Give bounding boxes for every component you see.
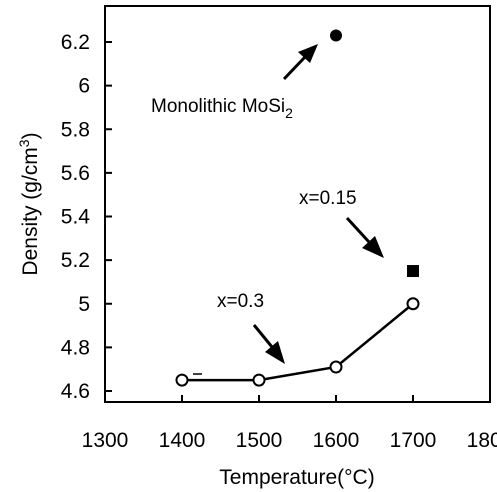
arrow-monolithic-head xyxy=(298,44,318,63)
data-point-open-circle xyxy=(175,373,189,387)
x-tick-label: 1500 xyxy=(236,429,283,452)
y-tick-label: 5.2 xyxy=(61,249,90,272)
data-point-open-circle xyxy=(406,297,420,311)
y-tick-label: 4.8 xyxy=(61,336,90,359)
arrow-x015-head xyxy=(362,236,384,258)
x-tick-label: 1800 xyxy=(467,429,497,452)
y-axis-title: Density (g/cm3) xyxy=(16,132,42,275)
x-tick-label: 1400 xyxy=(159,429,206,452)
series-markers xyxy=(175,29,420,387)
annotation-monolithic: Monolithic MoSi2 xyxy=(151,96,293,121)
plot-frame xyxy=(104,5,491,403)
x-tick-label: 1300 xyxy=(82,429,129,452)
annotation-x015: x=0.15 xyxy=(299,188,357,209)
y-tick-label: 4.6 xyxy=(61,380,90,403)
y-tick-label: 5 xyxy=(78,293,90,316)
data-point-open-circle xyxy=(252,373,266,387)
y-tick-label: 5.8 xyxy=(61,118,90,141)
y-tick-label: 5.4 xyxy=(61,206,91,229)
x-tick-label: 1700 xyxy=(390,429,437,452)
annotation-x03: x=0.3 xyxy=(217,291,264,312)
x-axis-title: Temperature(°C) xyxy=(219,466,374,489)
series-line xyxy=(182,302,414,382)
data-point-filled-square xyxy=(407,265,419,278)
y-tick-label: 6 xyxy=(78,75,90,98)
data-point-filled-circle xyxy=(330,29,342,42)
annotation-arrows xyxy=(193,44,384,375)
arrow-x015-shaft xyxy=(345,216,371,244)
series-lines xyxy=(182,302,414,382)
axis-ticks xyxy=(104,41,491,402)
y-tick-label: 5.6 xyxy=(61,162,90,185)
x-tick-label: 1600 xyxy=(313,429,360,452)
y-tick-label: 6.2 xyxy=(61,31,90,54)
data-point-open-circle xyxy=(329,360,343,374)
tick-labels: 1300 1400 1500 1600 1700 1800 4.6 4.8 5 5.2 5.4 5.6… xyxy=(61,31,497,452)
arrow-x03-shaft xyxy=(252,324,274,348)
arrow-x03-head xyxy=(265,341,285,364)
arrow-monolithic-shaft xyxy=(282,55,307,81)
